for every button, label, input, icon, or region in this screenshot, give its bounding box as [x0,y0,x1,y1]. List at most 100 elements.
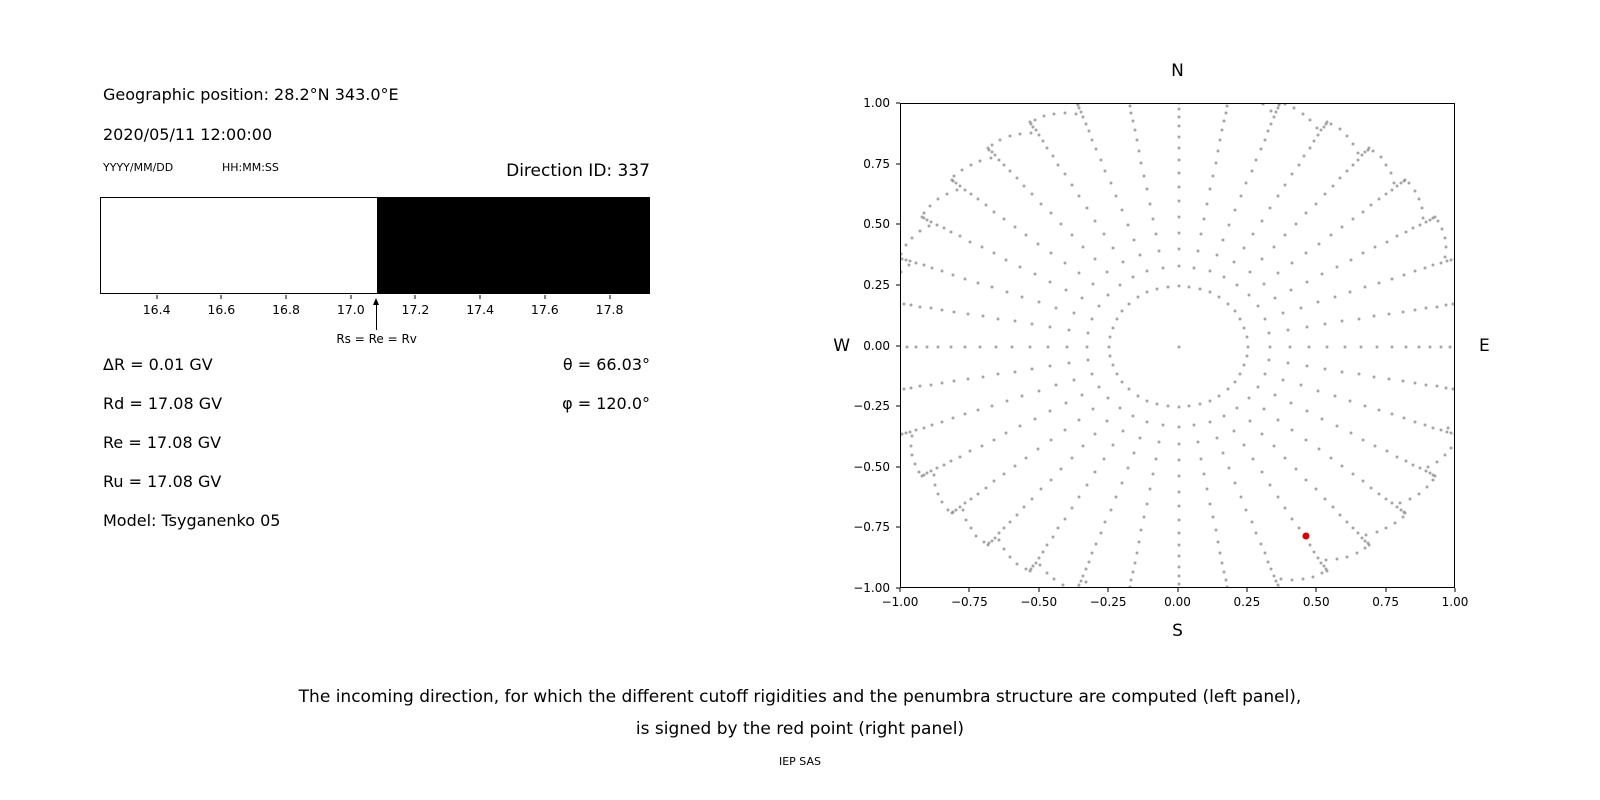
direction-dot [1242,246,1246,250]
penumbra-tick-label: 16.4 [142,302,171,317]
penumbra-tick-label: 17.8 [595,302,624,317]
direction-dot [1390,345,1394,348]
direction-dot [1059,467,1063,471]
direction-dot [1102,232,1106,236]
direction-dot [1283,456,1287,460]
direction-dot [980,444,984,448]
direction-dot [1290,517,1294,521]
direction-dot [1304,478,1308,481]
direction-dot [1232,429,1236,433]
direction-dot [1428,345,1432,348]
direction-dot [1008,555,1012,559]
direction-dot [1245,354,1249,358]
direction-dot [1304,438,1308,442]
direction-dot [1404,230,1408,234]
direction-dot [1070,233,1074,237]
direction-dot [1214,161,1218,165]
direction-dot [1013,319,1017,323]
direction-dot [1029,122,1033,126]
direction-dot [1443,236,1447,240]
direction-dot [1277,586,1281,587]
direction-dot [1413,189,1417,193]
direction-dot [1008,169,1012,173]
direction-dot [1132,238,1136,242]
direction-dot [951,416,955,420]
direction-dot [1222,275,1226,279]
direction-dot [1049,211,1053,215]
direction-dot [1177,104,1180,105]
direction-dot [1367,543,1371,547]
direction-dot [1351,217,1355,221]
direction-dot [1289,288,1293,292]
direction-dot [1375,345,1379,348]
direction-dot [1208,399,1212,403]
direction-dot [1225,104,1229,108]
direction-dot [1439,345,1443,348]
y-tick-mark [896,345,900,346]
direction-dot [1177,565,1180,569]
direction-dot [1031,125,1035,129]
direction-dot [1239,194,1243,198]
direction-dot [1216,540,1220,544]
direction-dot [1106,293,1110,297]
direction-dot [984,486,988,490]
direction-dot [1377,281,1381,285]
direction-dot [1395,505,1399,509]
direction-dot [981,375,985,379]
direction-dot [994,345,998,348]
direction-dot [940,420,944,424]
direction-dot [1067,361,1071,365]
direction-dot [910,236,914,240]
direction-dot [1360,153,1364,157]
direction-dot [1031,564,1035,568]
direction-dot [1077,418,1081,422]
direction-dot [1093,219,1097,223]
direction-dot [1235,283,1239,287]
x-tick-mark [1177,588,1178,592]
direction-dot [1398,501,1402,505]
direction-dot [1074,112,1078,116]
direction-dot [1129,578,1133,582]
direction-dot [1155,287,1159,291]
direction-dot [1377,408,1381,412]
x-tick-label: 0.25 [1233,595,1261,609]
direction-dot [1002,547,1006,551]
direction-dot [1333,295,1337,299]
direction-dot [1093,432,1097,436]
geo-position-text: Geographic position: 28.2°N 343.0°E [103,85,399,104]
direction-dot [1324,122,1328,126]
direction-dot [1242,443,1246,447]
direction-dot [1266,560,1270,564]
direction-dot [1316,300,1320,304]
direction-dot [992,438,996,442]
direction-dot [990,539,994,543]
direction-dot [1120,481,1124,485]
y-tick-mark [896,223,900,225]
direction-dot [998,138,1002,142]
direction-dot [1177,504,1180,508]
direction-dot [1451,302,1454,306]
penumbra-tick-mark [285,295,287,299]
direction-dot [1106,396,1110,400]
direction-dot [918,384,922,388]
direction-dot [997,158,1001,162]
direction-dot [922,216,926,220]
direction-dot [1375,530,1379,534]
direction-dot [1085,345,1089,348]
direction-dot [1266,129,1270,133]
direction-dot [1325,120,1329,124]
direction-dot [1389,171,1393,175]
direction-dot [936,492,940,496]
x-tick-mark [1107,588,1109,592]
direction-dot [1238,372,1242,376]
direction-dot [1177,231,1180,235]
direction-dot [1054,383,1058,387]
selected-direction-point [1302,532,1310,540]
direction-dot [1256,304,1260,308]
direction-dot [1145,187,1149,191]
direction-dot [1136,394,1140,398]
direction-dot [1290,261,1294,265]
direction-dot [1211,174,1215,177]
direction-dot [1177,345,1180,348]
direction-dot [1279,577,1283,581]
